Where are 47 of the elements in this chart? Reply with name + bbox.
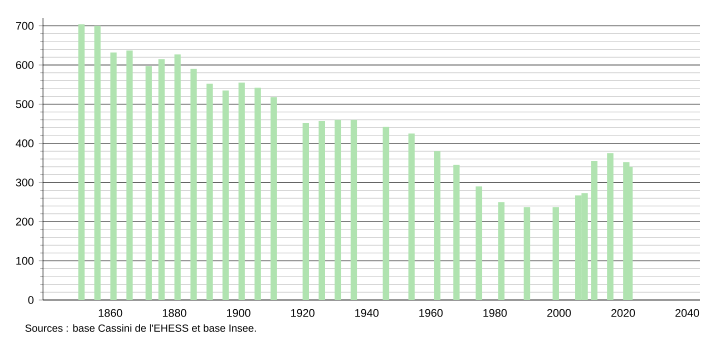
bar bbox=[408, 134, 415, 300]
bar bbox=[350, 120, 358, 300]
x-tick-label: 1940 bbox=[355, 309, 379, 317]
y-tick-label: 400 bbox=[16, 139, 34, 148]
bar bbox=[302, 122, 309, 300]
bar bbox=[190, 68, 197, 300]
x-tick-label: 2000 bbox=[547, 309, 571, 317]
y-tick-label: 300 bbox=[16, 178, 34, 186]
x-tick-label: 1900 bbox=[227, 309, 250, 317]
y-tick-label: 700 bbox=[16, 22, 34, 30]
bar bbox=[270, 97, 277, 300]
bar bbox=[94, 26, 101, 300]
bar bbox=[174, 54, 181, 300]
bar bbox=[206, 84, 213, 300]
bar bbox=[222, 90, 229, 300]
x-tick-label: 1980 bbox=[483, 309, 507, 317]
bar bbox=[453, 164, 460, 300]
x-tick-label: 1860 bbox=[98, 309, 122, 317]
bar bbox=[382, 126, 390, 300]
bar bbox=[607, 153, 614, 300]
bar bbox=[591, 160, 598, 300]
source-note: Sources : base Cassini de l'EHESS et base Insee. bbox=[25, 324, 256, 332]
bar bbox=[334, 120, 342, 300]
bar bbox=[476, 186, 482, 300]
bar bbox=[318, 121, 326, 300]
bar bbox=[158, 59, 165, 300]
bar bbox=[238, 82, 245, 300]
bar bbox=[498, 202, 504, 300]
bar bbox=[524, 207, 530, 300]
bar bbox=[110, 52, 117, 300]
y-tick-label: 0 bbox=[28, 296, 34, 304]
x-tick-label: 1920 bbox=[291, 309, 314, 317]
y-tick-label: 600 bbox=[16, 61, 34, 69]
x-tick-label: 2040 bbox=[675, 309, 700, 317]
bar bbox=[254, 88, 261, 300]
x-tick-label: 1880 bbox=[162, 309, 186, 317]
y-tick-label: 500 bbox=[16, 100, 34, 108]
bar bbox=[623, 162, 630, 300]
bar bbox=[126, 50, 133, 300]
bar bbox=[552, 207, 559, 300]
y-tick-label: 100 bbox=[16, 256, 34, 265]
x-tick-label: 2020 bbox=[611, 309, 635, 317]
bar bbox=[434, 151, 440, 300]
bar bbox=[146, 66, 152, 300]
y-tick-label: 200 bbox=[16, 218, 34, 226]
x-tick-label: 1960 bbox=[419, 309, 443, 317]
bar bbox=[78, 24, 85, 300]
